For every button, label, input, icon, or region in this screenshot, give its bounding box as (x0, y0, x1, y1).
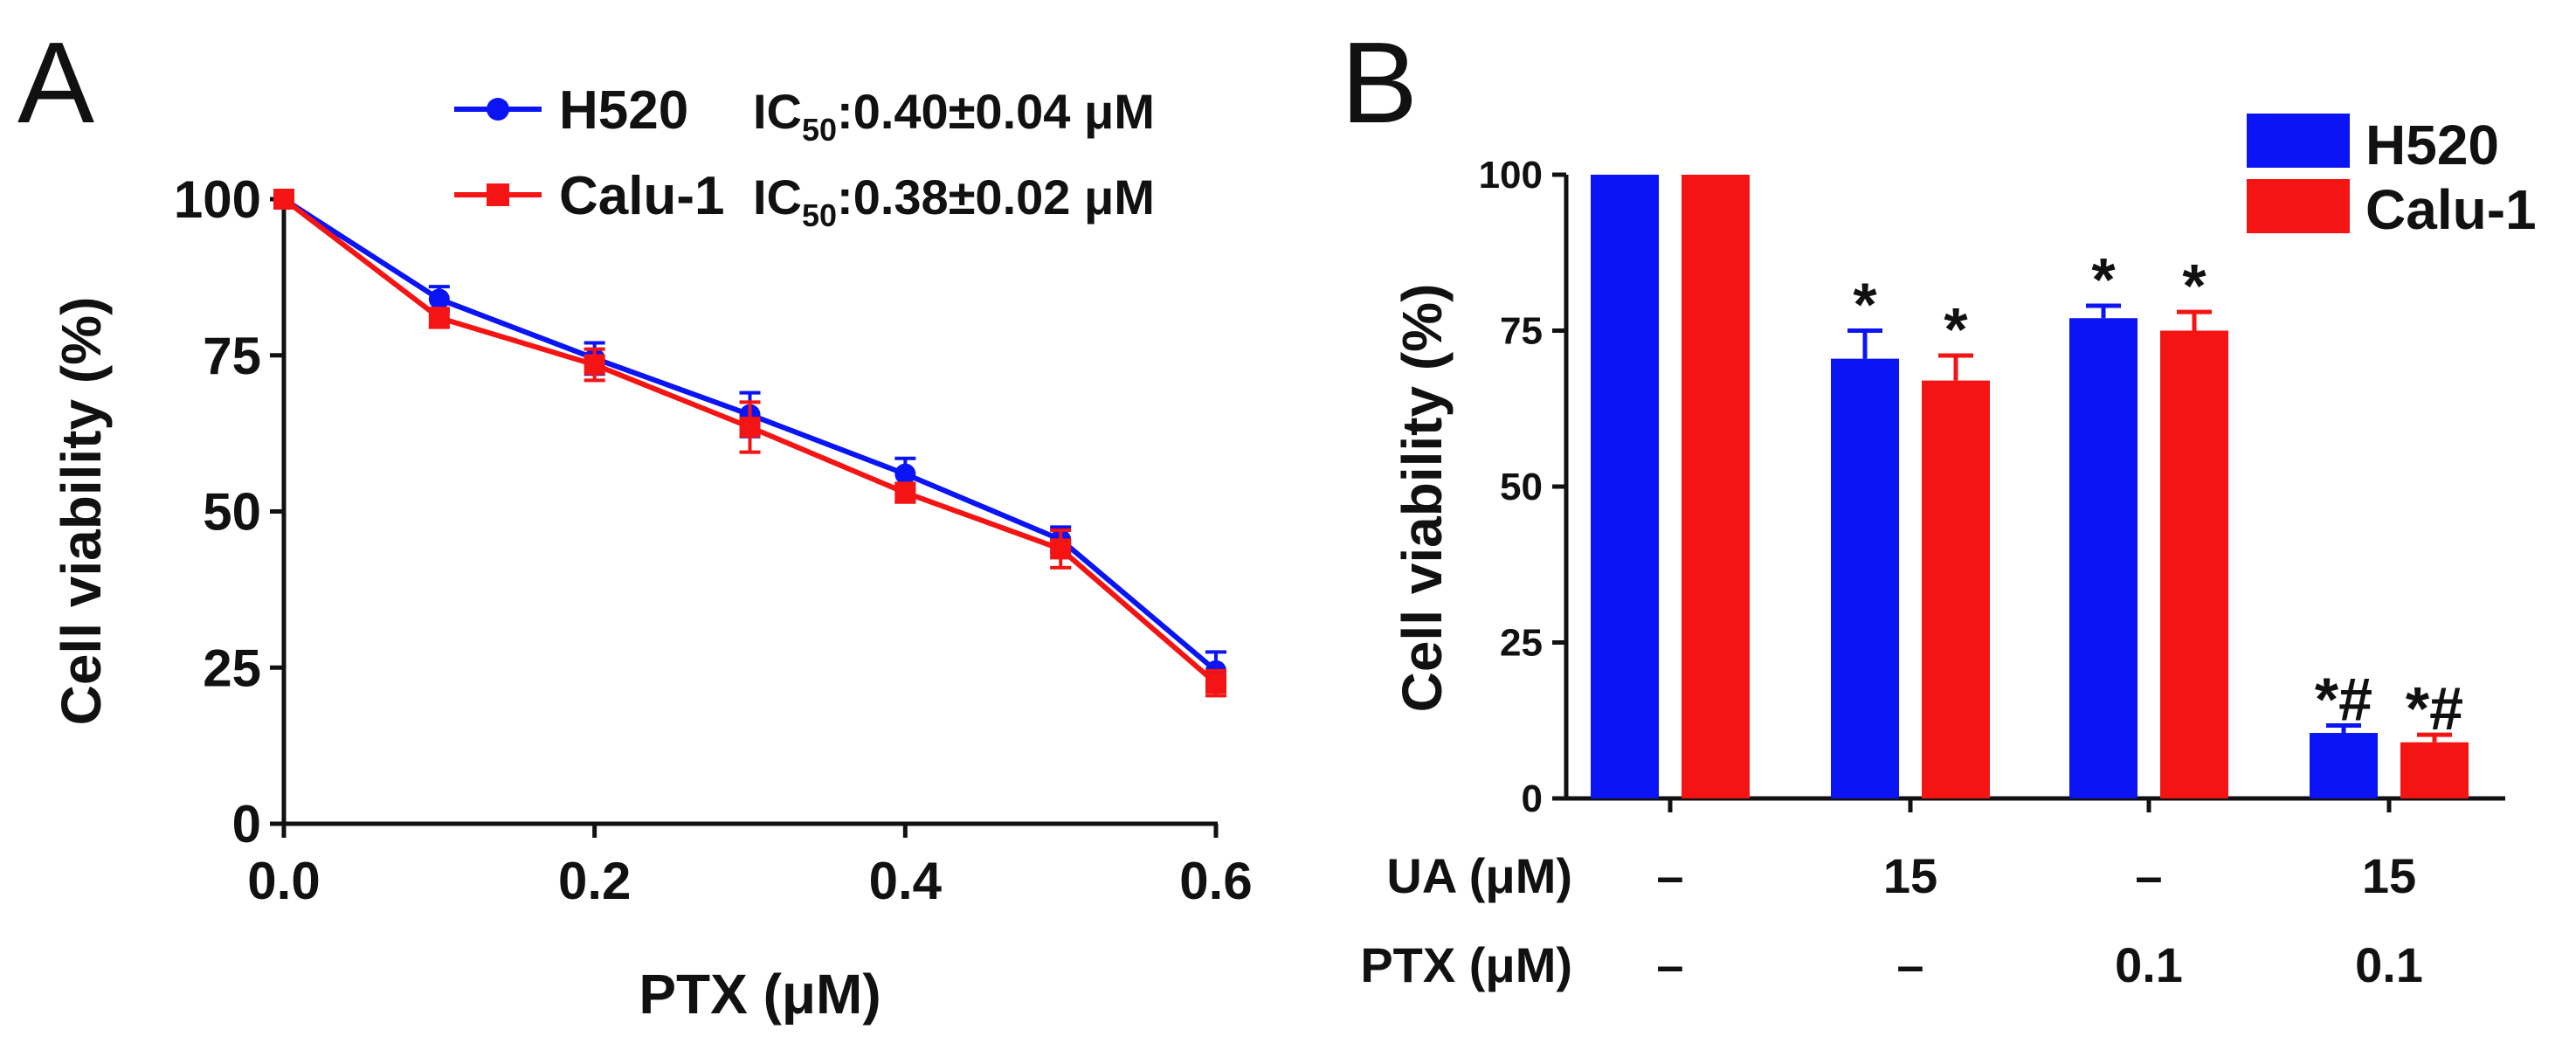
y-tick-label: 25 (203, 639, 261, 697)
bar-h520-group-4 (2310, 733, 2378, 798)
data-point-calu1 (739, 416, 761, 438)
panel-a-y-ticks: 0 25 50 75 100 (174, 170, 284, 853)
legend-h520-name: H520 (2365, 114, 2499, 176)
group-2-ua: 15 (1883, 848, 1937, 903)
bar-calu1-group-3 (2160, 330, 2228, 798)
panel-a: A H520 IC50:0.40±0.04 μM Calu-1 IC50:0.3… (17, 18, 1253, 1026)
bar-h520-group-3 (2069, 318, 2137, 799)
significance-h520-group-3: * (2091, 245, 2116, 314)
group-3-ua: – (2135, 848, 2162, 903)
y-tick-label: 0 (1522, 777, 1543, 820)
legend-h520-swatch (2247, 114, 2350, 168)
panel-b-label: B (1341, 18, 1418, 147)
data-point-calu1 (428, 307, 450, 328)
panel-b-bars: * * * * *# *# (1591, 175, 2469, 812)
bar-h520-group-2 (1831, 358, 1899, 798)
legend-h520-marker (487, 98, 509, 121)
panel-a-y-label: Cell viability (%) (50, 297, 113, 726)
data-point-calu1 (273, 189, 294, 210)
legend-h520-name: H520 (559, 80, 688, 141)
y-tick-label: 100 (174, 170, 261, 229)
row-label-ua: UA (μM) (1386, 848, 1572, 903)
y-tick-label: 25 (1500, 622, 1543, 665)
bar-h520-group-1 (1591, 175, 1659, 798)
x-tick-label: 0.0 (247, 852, 320, 910)
panel-a-legend: H520 IC50:0.40±0.04 μM Calu-1 IC50:0.38±… (454, 80, 1155, 233)
bar-calu1-group-2 (1922, 380, 1990, 798)
data-point-calu1 (1205, 673, 1226, 694)
data-point-calu1 (584, 354, 605, 376)
significance-h520-group-2: * (1853, 271, 1877, 339)
group-1-ua: – (1656, 848, 1683, 903)
data-point-h520 (428, 288, 450, 310)
panel-b-y-label: Cell viability (%) (1391, 284, 1454, 713)
data-point-calu1 (894, 482, 916, 504)
significance-calu1-group-3: * (2182, 252, 2207, 320)
row-label-ptx: PTX (μM) (1360, 937, 1572, 992)
significance-h520-group-4: *# (2315, 665, 2372, 733)
y-tick-label: 50 (1500, 466, 1543, 508)
legend-calu1-swatch (2247, 179, 2350, 233)
panel-a-label: A (17, 18, 94, 147)
data-point-h520 (894, 463, 916, 485)
x-tick-label: 0.6 (1179, 852, 1252, 910)
panel-b-treatment-table: UA (μM) PTX (μM) – 15 – 15 – – 0.1 0.1 (1360, 848, 2423, 992)
data-point-calu1 (1050, 538, 1072, 560)
group-4-ua: 15 (2362, 848, 2416, 903)
group-4-ptx: 0.1 (2355, 937, 2423, 992)
bar-calu1-group-1 (1682, 175, 1750, 798)
y-tick-label: 50 (203, 483, 261, 542)
significance-calu1-group-4: *# (2406, 674, 2463, 743)
y-tick-label: 75 (1500, 310, 1543, 353)
group-1-ptx: – (1656, 937, 1683, 992)
legend-calu1-marker (487, 183, 509, 206)
x-tick-label: 0.2 (558, 852, 631, 910)
panel-b-legend: H520 Calu-1 (2247, 114, 2537, 241)
legend-calu1-ic50: IC50:0.38±0.02 μM (753, 169, 1155, 233)
group-2-ptx: – (1896, 937, 1923, 992)
panel-b-y-ticks: 0 25 50 75 100 (1479, 154, 1566, 820)
group-3-ptx: 0.1 (2115, 937, 2183, 992)
panel-a-series (273, 189, 1226, 698)
panel-b: B H520 Calu-1 0 25 50 75 100 (1341, 18, 2537, 992)
bar-calu1-group-4 (2400, 742, 2469, 798)
y-tick-label: 100 (1479, 154, 1543, 197)
y-tick-label: 75 (203, 327, 261, 385)
legend-h520-ic50: IC50:0.40±0.04 μM (753, 84, 1155, 148)
legend-calu1-name: Calu-1 (559, 166, 724, 226)
legend-calu1-name: Calu-1 (2365, 178, 2537, 241)
panel-a-x-ticks: 0.0 0.2 0.4 0.6 (247, 824, 1253, 910)
y-tick-label: 0 (232, 795, 261, 853)
x-tick-label: 0.4 (869, 852, 943, 910)
significance-calu1-group-2: * (1944, 295, 1968, 363)
panel-a-x-label: PTX (μM) (639, 963, 881, 1026)
